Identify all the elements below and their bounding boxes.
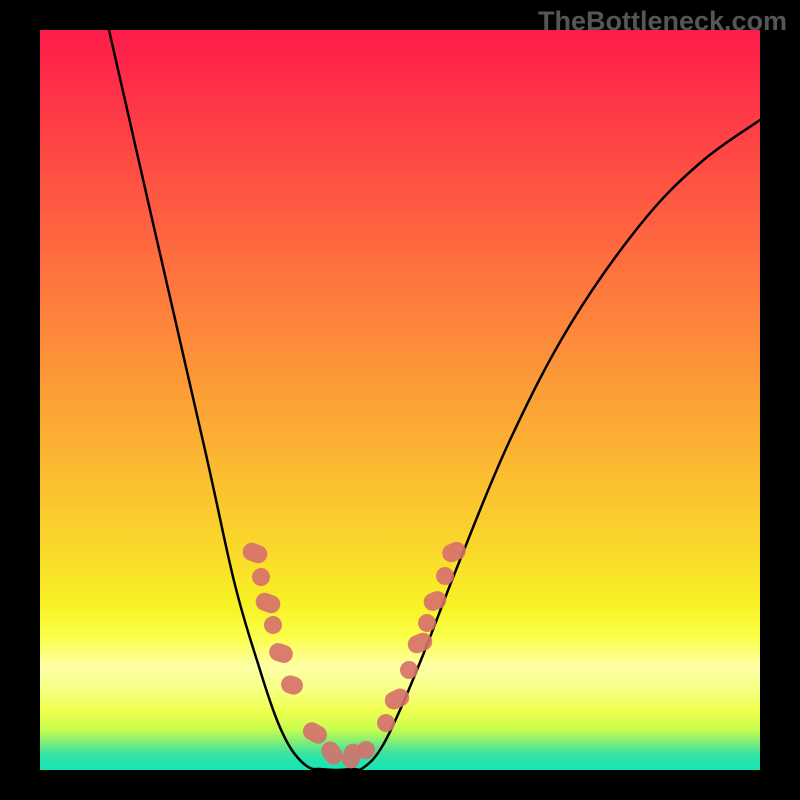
plot-area: [40, 30, 760, 770]
chart-svg: [40, 30, 760, 770]
chart-container: TheBottleneck.com: [0, 0, 800, 800]
gradient-background: [40, 30, 760, 770]
